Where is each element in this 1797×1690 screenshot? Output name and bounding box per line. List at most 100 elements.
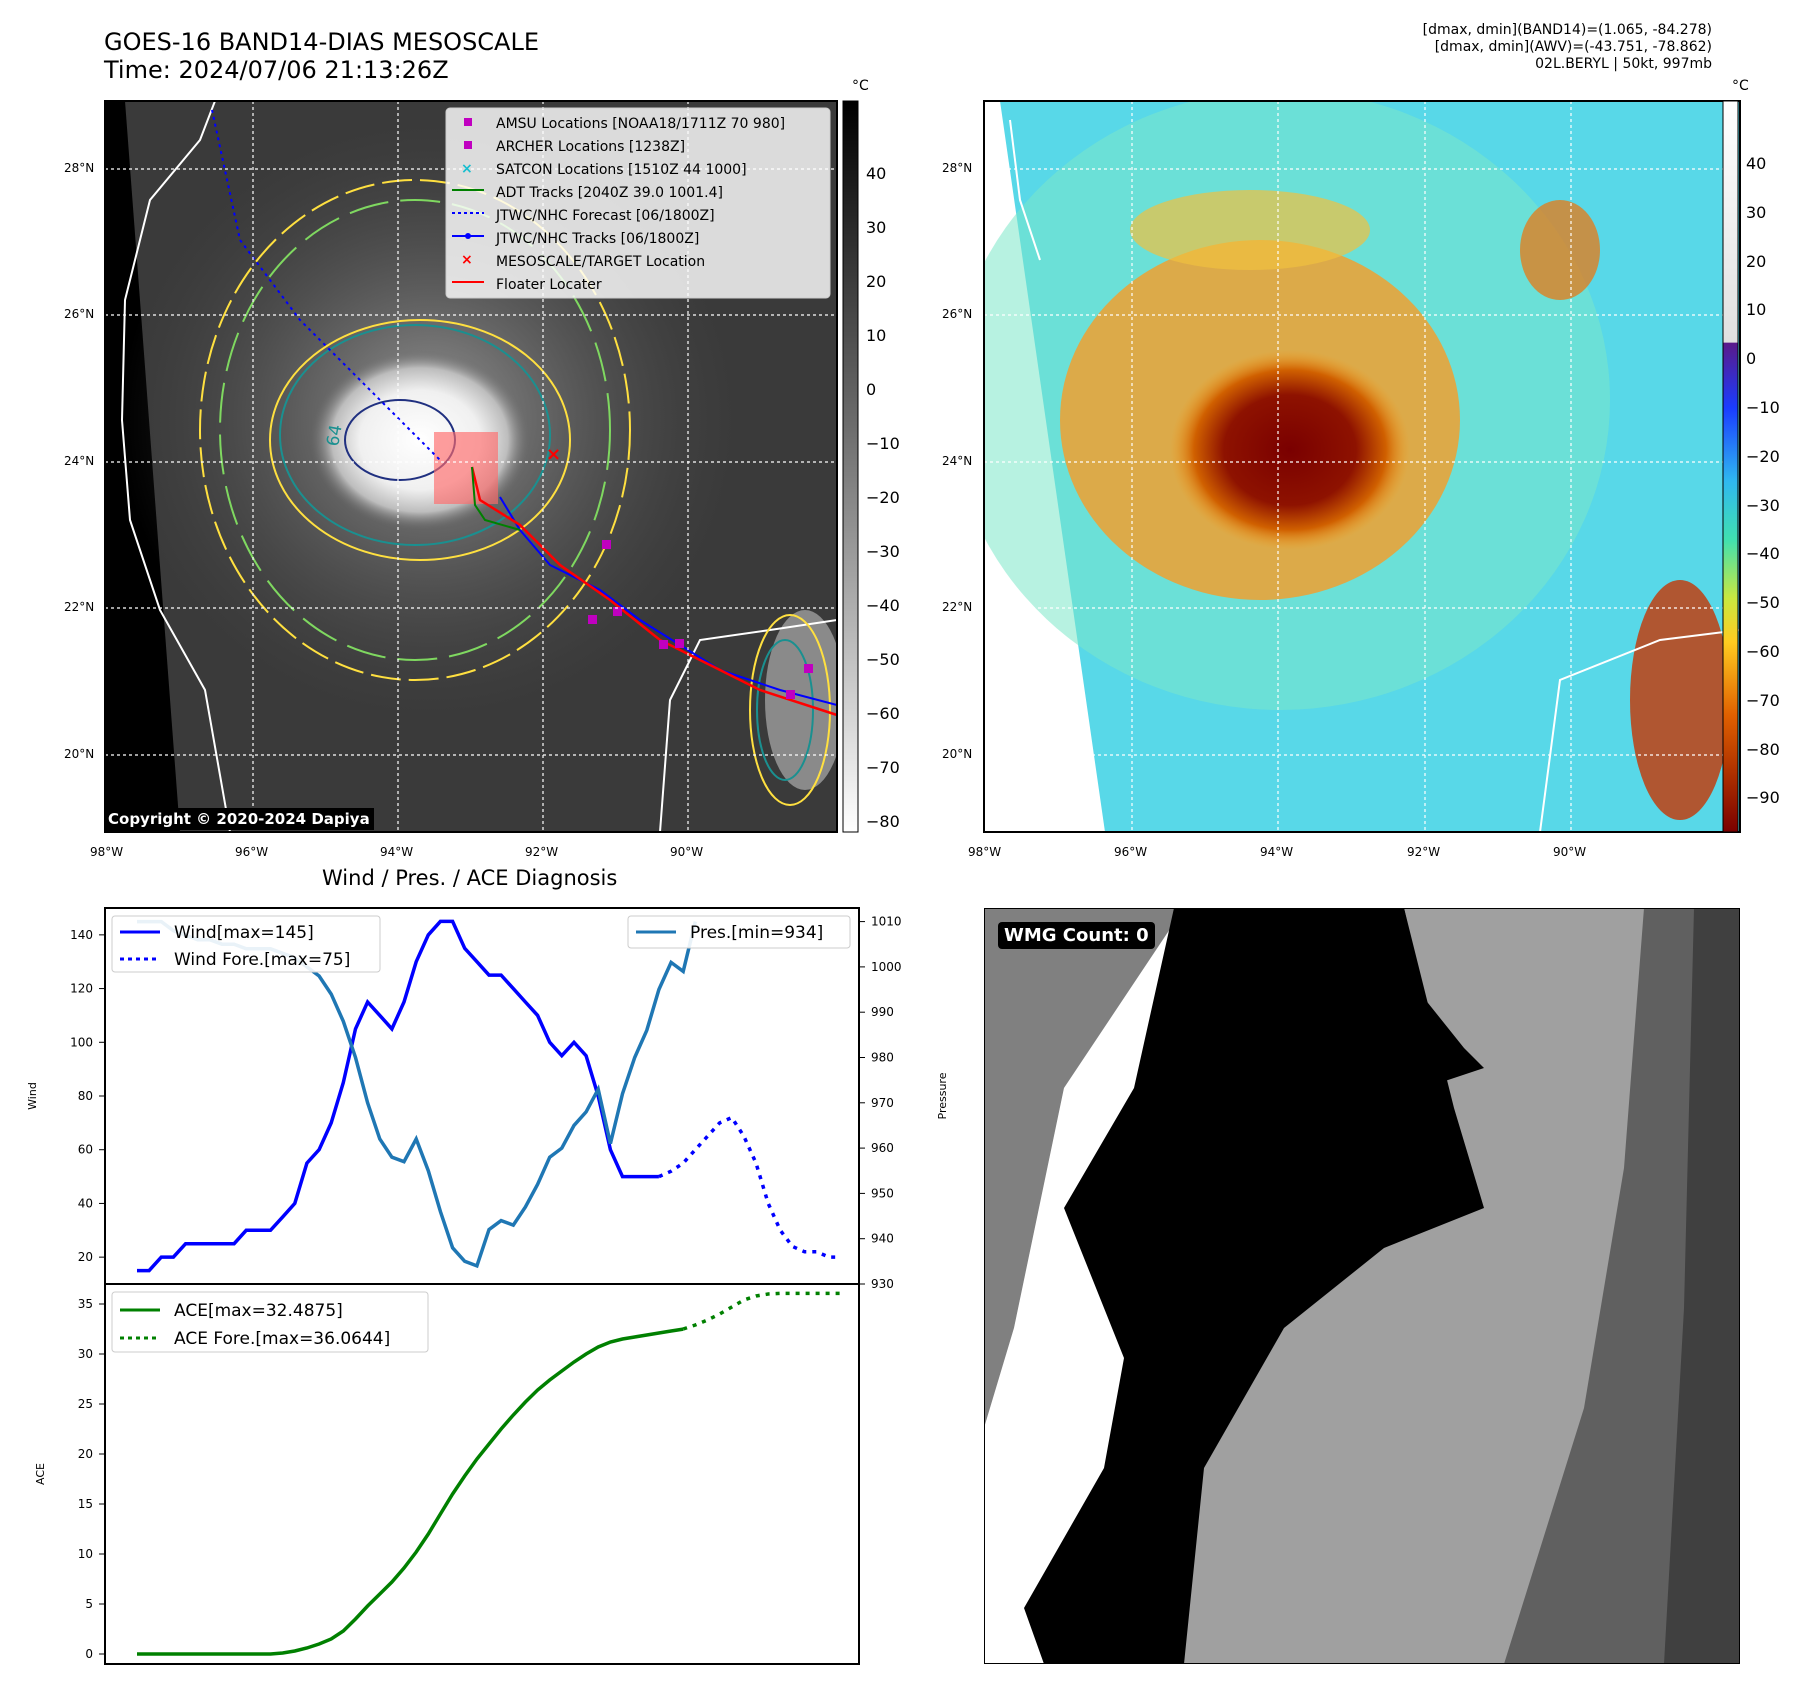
- ytick-label-ace: 35: [78, 1297, 93, 1311]
- legend-ace-fore: ACE Fore.[max=36.0644]: [174, 1329, 390, 1349]
- cb-left-tick: 30: [866, 218, 887, 237]
- ytick-label-pressure: 990: [871, 1005, 894, 1019]
- legend-jtwc-forecast: JTWC/NHC Forecast [06/1800Z]: [496, 208, 715, 224]
- cb-right-tick: −90: [1746, 788, 1780, 808]
- ytick-label-pressure: 1010: [871, 915, 902, 929]
- lon-tick-right: 98°W: [968, 845, 1002, 859]
- ytick-label-ace: 5: [85, 1597, 93, 1611]
- ylabel-wind: Wind: [26, 1082, 39, 1110]
- cb-left-tick: −10: [866, 434, 900, 453]
- lon-tick-left: 94°W: [380, 845, 414, 859]
- cb-left-tick: 40: [866, 164, 887, 183]
- legend-mesoscale: MESOSCALE/TARGET Location: [496, 254, 706, 270]
- wind-legend: [111, 915, 381, 973]
- legend-adt: ADT Tracks [2040Z 39.0 1001.4]: [496, 185, 723, 201]
- lat-tick-left: 22°N: [64, 600, 95, 614]
- cb-right-tick: −60: [1746, 641, 1780, 661]
- ytick-label-pressure: 940: [871, 1232, 894, 1246]
- ir-map-panel: 64 × ×: [104, 100, 1741, 833]
- title-line-2: Time: 2024/07/06 21:13:26Z: [104, 56, 449, 84]
- wind-forecast-line: [658, 1115, 841, 1259]
- cb-left-tick: 0: [866, 380, 877, 399]
- cb-right-tick: 10: [1746, 300, 1767, 320]
- cb-right-tick: 30: [1746, 202, 1767, 222]
- cb-left-tick: −30: [866, 542, 900, 561]
- lat-tick-right: 26°N: [942, 307, 973, 321]
- legend-amsu: AMSU Locations [NOAA18/1711Z 70 980]: [496, 116, 786, 132]
- ace-legend: [111, 1291, 429, 1353]
- legend-markers: × ×: [452, 118, 484, 283]
- lon-tick-right: 96°W: [1114, 845, 1148, 859]
- ytick-label-wind: 100: [70, 1035, 93, 1049]
- colorbar-left-unit: °C: [852, 78, 869, 94]
- ytick-label-pressure: 970: [871, 1096, 894, 1110]
- ytick-label-ace: 20: [78, 1447, 93, 1461]
- lat-tick-left: 20°N: [64, 747, 95, 761]
- map-ticks: 98°W 96°W 94°W 92°W 90°W 28°N 26°N 24°N …: [64, 161, 1587, 859]
- ace-line: [137, 1327, 684, 1656]
- legend-satcon: SATCON Locations [1510Z 44 1000]: [496, 162, 747, 178]
- diagnosis-chart: 2040608010012014093094095096097098099010…: [26, 907, 949, 1665]
- legend-floater: Floater Locater: [496, 277, 602, 293]
- lon-tick-left: 90°W: [670, 845, 704, 859]
- cb-right-tick: −30: [1746, 495, 1780, 515]
- svg-text:×: ×: [461, 161, 473, 177]
- cb-left-tick: −20: [866, 488, 900, 507]
- cb-left-tick: −40: [866, 596, 900, 615]
- lon-tick-left: 96°W: [235, 845, 269, 859]
- info-line-1: [dmax, dmin](BAND14)=(1.065, -84.278): [1422, 22, 1712, 38]
- cb-right-tick: 20: [1746, 251, 1767, 271]
- cb-right-tick: −70: [1746, 690, 1780, 710]
- colorbar-right-unit: °C: [1732, 78, 1749, 94]
- ytick-label-pressure: 930: [871, 1277, 894, 1291]
- ytick-label-wind: 40: [78, 1196, 93, 1210]
- lat-tick-right: 22°N: [942, 600, 973, 614]
- cb-right-tick: 0: [1746, 349, 1757, 369]
- ytick-label-ace: 10: [78, 1547, 93, 1561]
- legend-wind-fore: Wind Fore.[max=75]: [174, 950, 350, 970]
- ytick-label-wind: 60: [78, 1143, 93, 1157]
- lon-tick-right: 94°W: [1260, 845, 1294, 859]
- cb-right-tick: −40: [1746, 544, 1780, 564]
- wind-line: [137, 919, 659, 1273]
- lat-tick-right: 20°N: [942, 747, 973, 761]
- legend-wind: Wind[max=145]: [174, 923, 314, 943]
- cb-right-tick: 40: [1746, 154, 1767, 173]
- colorbar-right: [1722, 100, 1739, 833]
- map-legend-labels: AMSU Locations [NOAA18/1711Z 70 980] ARC…: [496, 113, 785, 297]
- ytick-label-pressure: 960: [871, 1141, 894, 1155]
- ytick-label-ace: 30: [78, 1347, 93, 1361]
- wmg-panel: [984, 908, 1740, 1664]
- cb-right-tick: −80: [1746, 739, 1780, 759]
- lon-tick-right: 90°W: [1553, 845, 1587, 859]
- lon-tick-left: 98°W: [90, 845, 124, 859]
- svg-text:×: ×: [461, 252, 473, 268]
- lon-tick-right: 92°W: [1407, 845, 1441, 859]
- ytick-label-wind: 20: [78, 1250, 93, 1264]
- contour-label-64: 64: [323, 423, 346, 448]
- intensity-info: [dmax, dmin](BAND14)=(1.065, -84.278) [d…: [1423, 22, 1712, 73]
- cb-left-tick: −80: [866, 812, 900, 831]
- lon-tick-left: 92°W: [525, 845, 559, 859]
- wmg-count-label: WMG Count: 0: [998, 922, 1155, 949]
- ytick-label-ace: 25: [78, 1397, 93, 1411]
- ytick-label-pressure: 980: [871, 1050, 894, 1064]
- ytick-label-ace: 0: [85, 1647, 93, 1661]
- legend-jtwc-tracks: JTWC/NHC Tracks [06/1800Z]: [496, 231, 700, 247]
- chart-title: GOES-16 BAND14-DIAS MESOSCALE Time: 2024…: [104, 28, 539, 84]
- cb-left-tick: 10: [866, 326, 887, 345]
- lat-tick-left: 28°N: [64, 161, 95, 175]
- ytick-label-wind: 120: [70, 982, 93, 996]
- colorbar-left-ticks: 40 30 20 10 0 −10 −20 −30 −40 −50 −60 −7…: [866, 147, 900, 849]
- legend-archer: ARCHER Locations [1238Z]: [496, 139, 686, 155]
- colorbar-left: [842, 100, 859, 833]
- pressure-legend: [627, 915, 851, 949]
- ytick-label-pressure: 1000: [871, 960, 902, 974]
- ytick-label-ace: 15: [78, 1497, 93, 1511]
- cb-right-tick: −50: [1746, 593, 1780, 613]
- cb-left-tick: −70: [866, 758, 900, 777]
- copyright-label: Copyright © 2020-2024 Dapiya: [104, 808, 374, 830]
- lat-tick-left: 24°N: [64, 454, 95, 468]
- legend-pressure: Pres.[min=934]: [690, 923, 823, 943]
- map-legend: [445, 107, 831, 299]
